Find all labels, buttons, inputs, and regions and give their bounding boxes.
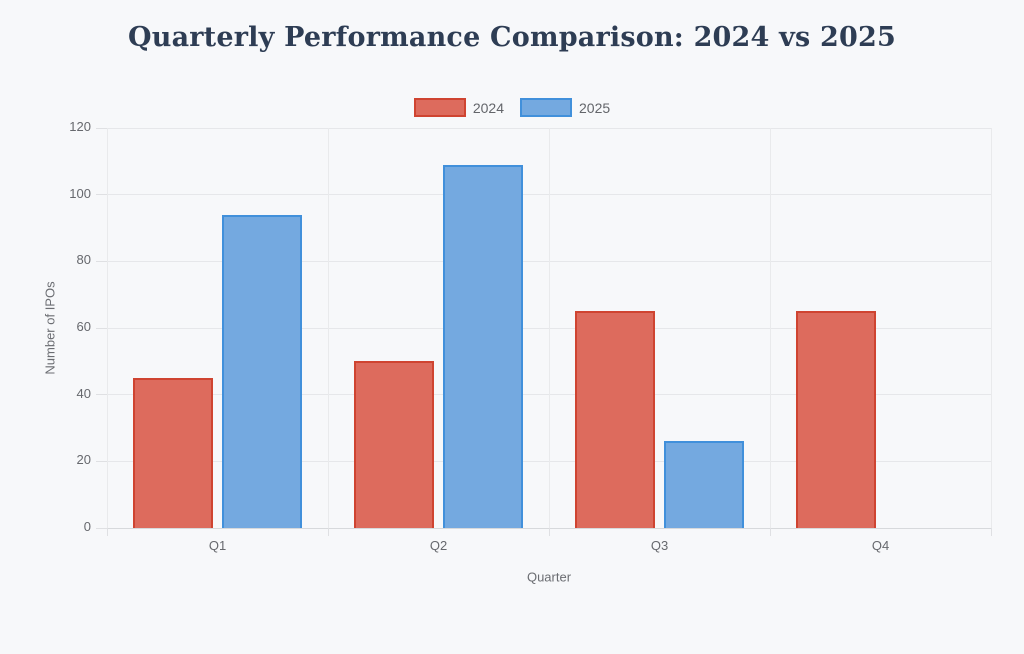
bar-2025-Q1[interactable]	[222, 214, 302, 528]
bar-2024-Q3[interactable]	[575, 311, 655, 528]
x-gridline	[548, 128, 550, 528]
x-gridline	[327, 128, 329, 528]
plot-area: 0 20 40 60 80 100 120 Q1 Q2 Q3 Q4	[69, 119, 992, 553]
x-tick-mark	[106, 528, 108, 536]
y-tick-label: 120	[69, 119, 91, 134]
legend-item-2025[interactable]: 2025	[520, 98, 610, 117]
legend-swatch-2025	[520, 98, 572, 117]
y-axis-title: Number of IPOs	[42, 281, 58, 375]
bar-2024-Q2[interactable]	[354, 361, 434, 528]
x-tick-mark	[548, 528, 550, 536]
chart-legend: 2024 2025	[0, 98, 1024, 117]
x-gridline	[106, 128, 108, 528]
x-tick-label: Q4	[871, 538, 890, 553]
legend-label-2025: 2025	[579, 99, 611, 116]
y-tick-label: 100	[69, 185, 91, 201]
y-tick-label: 0	[83, 519, 91, 534]
bar-2024-Q1[interactable]	[133, 378, 213, 528]
x-tick-mark	[327, 528, 329, 536]
x-tick-label: Q3	[650, 538, 669, 553]
legend-swatch-2024	[413, 98, 466, 117]
y-tick-label: 60	[76, 319, 91, 334]
bar-2025-Q3[interactable]	[664, 441, 744, 528]
bar-2025-Q2[interactable]	[443, 164, 523, 528]
y-tick-mark	[96, 260, 107, 262]
x-gridline	[769, 128, 771, 528]
y-tick-mark	[96, 394, 107, 396]
y-tick-mark	[96, 327, 107, 329]
y-tick-mark	[96, 460, 107, 462]
x-tick-mark	[990, 528, 992, 536]
y-tick-label: 20	[76, 452, 91, 468]
y-tick-label: 80	[76, 252, 91, 268]
y-tick-mark	[96, 127, 107, 129]
x-tick-label: Q1	[208, 538, 227, 553]
x-tick-mark	[769, 528, 771, 536]
bar-2024-Q4[interactable]	[796, 311, 876, 528]
y-tick-mark	[96, 194, 107, 196]
chart-title: Quarterly Performance Comparison: 2024 v…	[128, 22, 896, 53]
x-tick-label: Q2	[429, 538, 448, 553]
y-tick-label: 40	[76, 385, 91, 401]
x-axis-title: Quarter	[526, 569, 572, 585]
x-gridline	[990, 128, 992, 528]
y-tick-mark	[96, 527, 107, 529]
legend-item-2024[interactable]: 2024	[413, 98, 504, 117]
legend-label-2024: 2024	[472, 99, 504, 116]
